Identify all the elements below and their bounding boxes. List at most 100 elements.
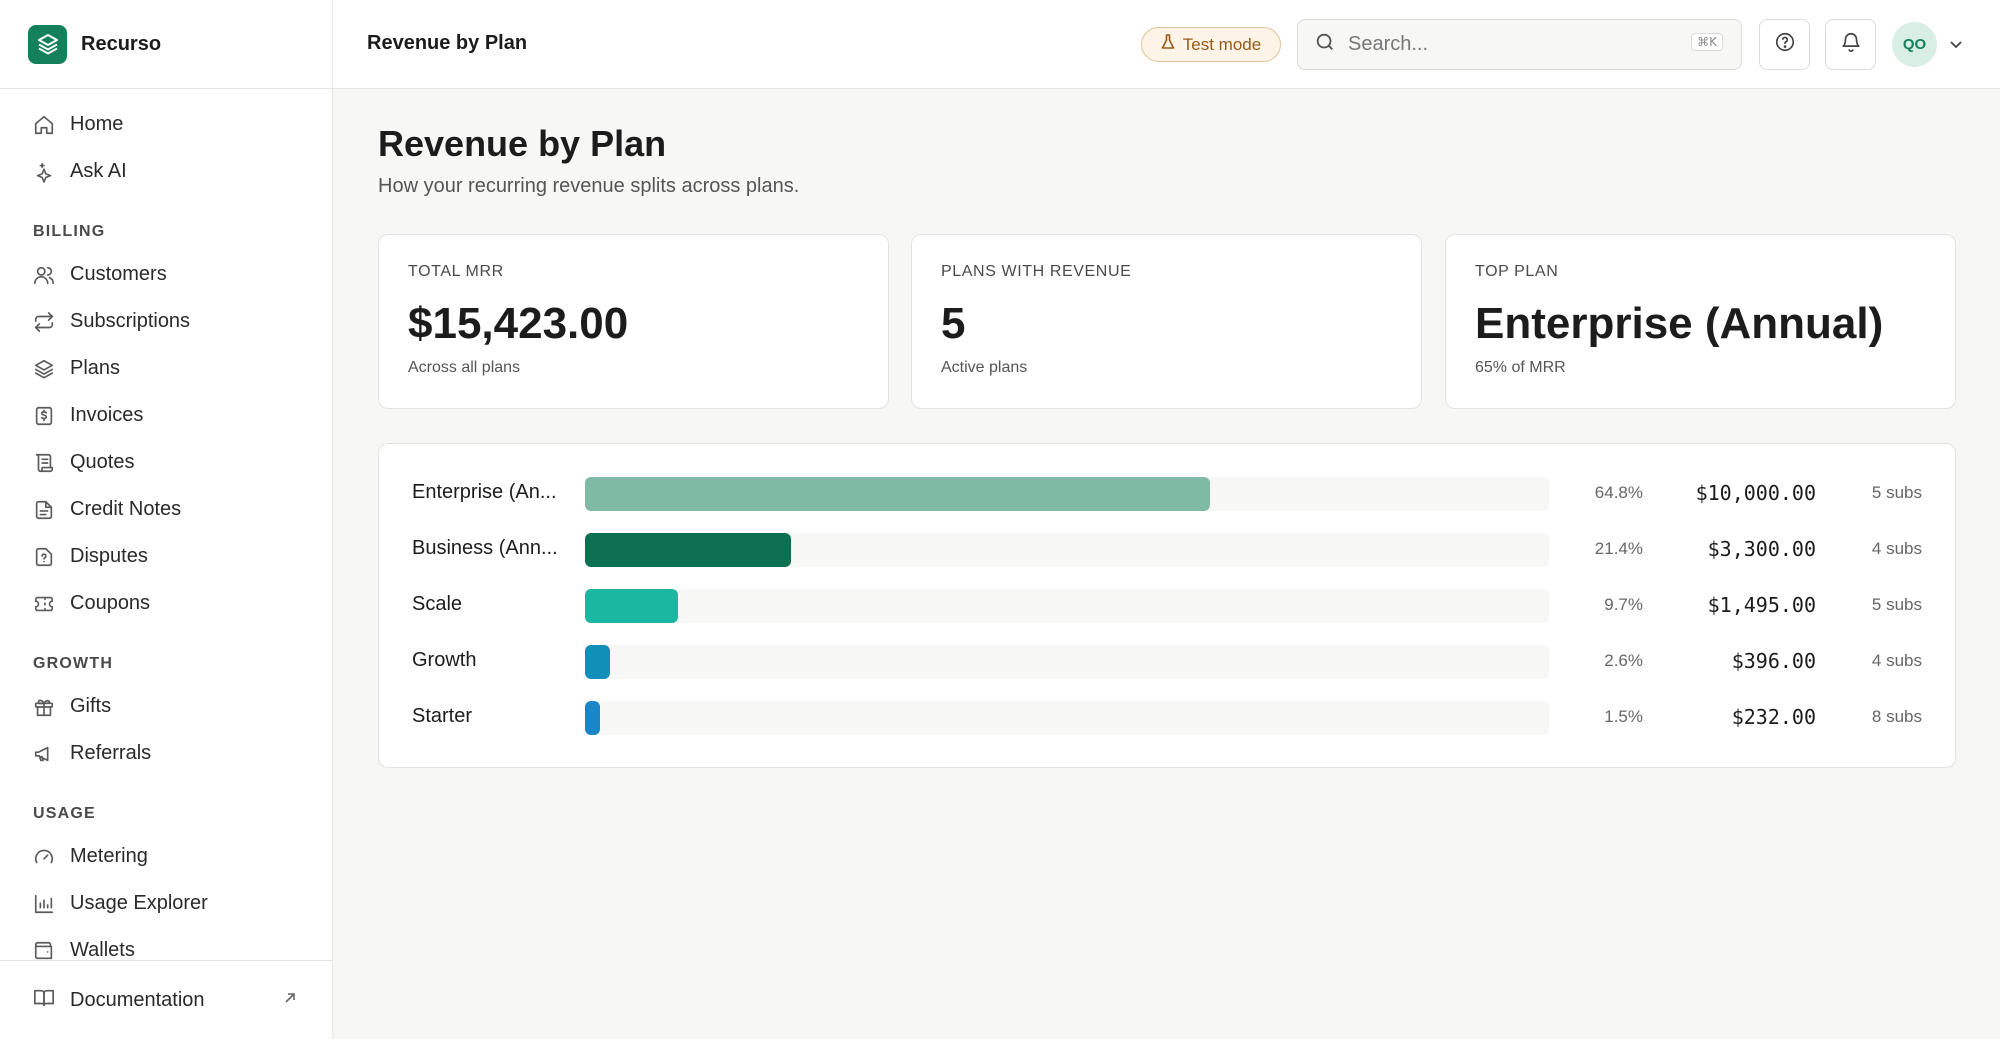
sidebar-item-disputes[interactable]: Disputes (0, 533, 332, 580)
plan-name: Business (Ann... (412, 537, 558, 559)
sidebar-item-label: Disputes (70, 545, 148, 567)
sidebar: Recurso Home Ask AI BILLING Customers Subscr… (0, 0, 333, 1039)
plan-bar-track (585, 533, 1549, 567)
gift-icon (33, 696, 55, 718)
sidebar-item-usage-explorer[interactable]: Usage Explorer (0, 880, 332, 927)
sidebar-item-quotes[interactable]: Quotes (0, 439, 332, 486)
plan-amount: $1,495.00 (1707, 593, 1816, 617)
sidebar-item-referrals[interactable]: Referrals (0, 730, 332, 777)
plan-bar-track (585, 477, 1549, 511)
gauge-icon (33, 846, 55, 868)
plan-row[interactable]: Growth 2.6% $396.00 4 subs (379, 634, 1955, 690)
sidebar-item-label: Home (70, 113, 124, 135)
documentation-label: Documentation (70, 988, 205, 1011)
stat-label: TOP PLAN (1475, 263, 1559, 280)
megaphone-icon (33, 743, 55, 765)
stat-card-plans-with-revenue: PLANS WITH REVENUE 5 Active plans (911, 234, 1422, 409)
layers-icon (33, 358, 55, 380)
stat-label: TOTAL MRR (408, 263, 504, 280)
sidebar-item-documentation[interactable]: Documentation (0, 960, 332, 1039)
plan-amount: $3,300.00 (1707, 537, 1816, 561)
sidebar-item-ask-ai[interactable]: Ask AI (0, 148, 332, 195)
page-subtitle: How your recurring revenue splits across… (378, 175, 800, 197)
sidebar-item-metering[interactable]: Metering (0, 833, 332, 880)
sidebar-item-label: Customers (70, 263, 167, 285)
sidebar-item-label: Gifts (70, 695, 112, 717)
stat-caption: 65% of MRR (1475, 359, 1566, 376)
scroll-icon (33, 452, 55, 474)
test-mode-badge[interactable]: Test mode (1141, 27, 1281, 62)
sidebar-item-label: Usage Explorer (70, 892, 208, 914)
stat-card-total-mrr: TOTAL MRR $15,423.00 Across all plans (378, 234, 889, 409)
help-icon (1774, 31, 1796, 58)
search-box[interactable]: ⌘K (1297, 19, 1742, 70)
sidebar-item-label: Plans (70, 357, 121, 379)
avatar[interactable]: QO (1892, 22, 1937, 67)
file-question-icon (33, 546, 55, 568)
plan-bar (585, 645, 610, 679)
sidebar-item-subscriptions[interactable]: Subscriptions (0, 298, 332, 345)
bell-icon (1840, 31, 1862, 58)
plan-row[interactable]: Scale 9.7% $1,495.00 5 subs (379, 578, 1955, 634)
plan-row[interactable]: Enterprise (An... 64.8% $10,000.00 5 subs (379, 466, 1955, 522)
sidebar-item-home[interactable]: Home (0, 101, 332, 148)
file-icon (33, 499, 55, 521)
sidebar-item-label: Metering (70, 845, 148, 867)
plan-row[interactable]: Starter 1.5% $232.00 8 subs (379, 690, 1955, 746)
sidebar-nav: Home Ask AI BILLING Customers Subscriptions P… (0, 89, 332, 961)
sidebar-item-wallets[interactable]: Wallets (0, 927, 332, 961)
home-icon (33, 114, 55, 136)
plan-bar (585, 533, 792, 567)
search-input[interactable] (1348, 33, 1678, 56)
plan-subs: 5 subs (1871, 595, 1922, 614)
sidebar-item-label: Credit Notes (70, 498, 182, 520)
sidebar-item-gifts[interactable]: Gifts (0, 683, 332, 730)
plan-name: Enterprise (An... (412, 481, 557, 503)
stat-value: 5 (941, 299, 966, 348)
help-button[interactable] (1759, 19, 1810, 70)
bar-chart-icon (33, 893, 55, 915)
sidebar-item-coupons[interactable]: Coupons (0, 580, 332, 627)
plan-subs: 4 subs (1871, 651, 1922, 670)
sidebar-section-usage: USAGE (33, 805, 96, 822)
plan-bar (585, 477, 1211, 511)
sidebar-item-label: Ask AI (70, 160, 127, 182)
users-icon (33, 264, 55, 286)
topbar: Revenue by Plan Test mode ⌘K QO (333, 0, 2000, 89)
revenue-by-plan-chart: Enterprise (An... 64.8% $10,000.00 5 subs Bu… (378, 443, 1956, 768)
ticket-icon (33, 593, 55, 615)
plan-subs: 5 subs (1871, 483, 1922, 502)
sidebar-item-label: Wallets (70, 939, 135, 961)
chevron-down-icon[interactable] (1948, 36, 1964, 57)
sidebar-item-label: Subscriptions (70, 310, 191, 332)
notifications-button[interactable] (1825, 19, 1876, 70)
brand[interactable]: Recurso (0, 0, 332, 89)
plan-percent: 2.6% (1604, 651, 1643, 670)
search-shortcut: ⌘K (1691, 33, 1723, 51)
sidebar-item-label: Coupons (70, 592, 151, 614)
plan-row[interactable]: Business (Ann... 21.4% $3,300.00 4 subs (379, 522, 1955, 578)
topbar-title: Revenue by Plan (367, 32, 528, 54)
plan-amount: $396.00 (1731, 649, 1816, 673)
page-title: Revenue by Plan (378, 123, 667, 164)
sidebar-item-customers[interactable]: Customers (0, 251, 332, 298)
plan-amount: $232.00 (1731, 705, 1816, 729)
plan-name: Scale (412, 593, 463, 615)
sidebar-section-growth: GROWTH (33, 655, 114, 672)
sidebar-item-invoices[interactable]: Invoices (0, 392, 332, 439)
sidebar-item-plans[interactable]: Plans (0, 345, 332, 392)
plan-bar-track (585, 589, 1549, 623)
plan-bar-track (585, 701, 1549, 735)
brand-name: Recurso (81, 32, 162, 55)
test-mode-label: Test mode (1182, 34, 1262, 54)
plan-percent: 64.8% (1594, 483, 1643, 502)
plan-subs: 8 subs (1871, 707, 1922, 726)
plan-name: Starter (412, 705, 473, 727)
sidebar-item-credit-notes[interactable]: Credit Notes (0, 486, 332, 533)
repeat-icon (33, 311, 55, 333)
stat-card-top-plan: TOP PLAN Enterprise (Annual) 65% of MRR (1445, 234, 1956, 409)
stat-value: Enterprise (Annual) (1475, 299, 1884, 348)
receipt-icon (33, 405, 55, 427)
search-icon (1314, 31, 1336, 58)
plan-subs: 4 subs (1871, 539, 1922, 558)
